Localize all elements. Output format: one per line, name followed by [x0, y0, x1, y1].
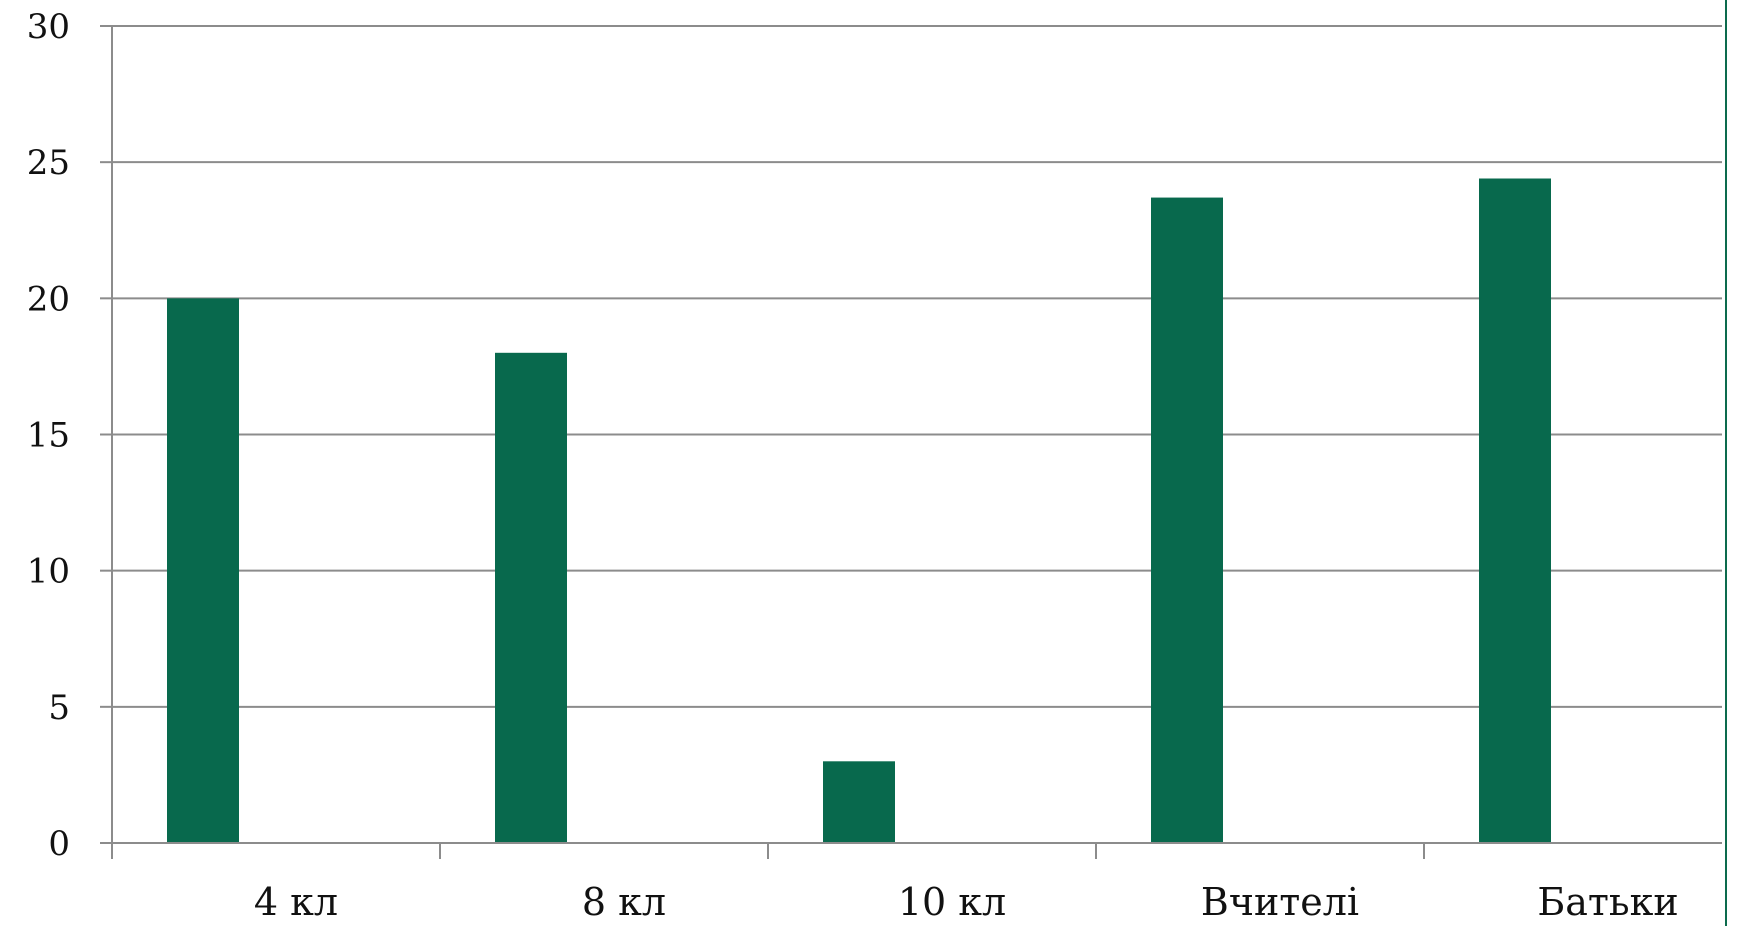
gridlines [112, 25, 1722, 708]
axes [100, 25, 1722, 859]
bar-3 [823, 761, 895, 843]
y-tick-label: 0 [48, 824, 70, 864]
y-tick-label: 10 [27, 552, 70, 592]
y-tick-label: 25 [27, 143, 70, 183]
y-tick-label: 30 [27, 7, 70, 47]
y-tick-label: 15 [27, 416, 70, 456]
bar-5 [1479, 178, 1551, 844]
y-tick-label: 5 [48, 688, 70, 728]
x-tick-label: 4 кл [254, 880, 338, 924]
x-tick-labels: 4 кл 8 кл 10 кл Вчителі Батьки [254, 880, 1679, 924]
y-tick-labels: 0 5 10 15 20 25 30 [27, 7, 70, 864]
x-tick-label: Батьки [1537, 880, 1678, 924]
y-tick-label: 20 [27, 279, 70, 319]
bar-2 [495, 352, 567, 843]
bar-4 [1151, 197, 1223, 843]
x-tick-label: Вчителі [1201, 880, 1359, 924]
bars [167, 178, 1551, 844]
bar-1 [167, 298, 239, 843]
x-tick-label: 8 кл [582, 880, 666, 924]
x-tick-label: 10 кл [898, 880, 1006, 924]
